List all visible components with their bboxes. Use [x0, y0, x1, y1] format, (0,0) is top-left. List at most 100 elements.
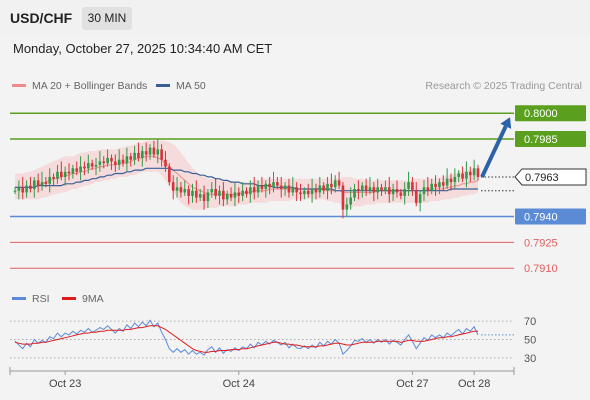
- candle-body: [56, 171, 59, 179]
- candle-body: [79, 166, 82, 172]
- candle-body: [279, 185, 283, 189]
- candle-body: [465, 171, 468, 179]
- candle-body: [330, 183, 333, 188]
- x-tick-label: Oct 24: [223, 378, 255, 390]
- candle-body: [326, 183, 329, 191]
- candle-body: [353, 189, 356, 198]
- level-label: 0.7925: [524, 237, 558, 249]
- candle-body: [426, 187, 430, 191]
- candle-body: [434, 183, 437, 188]
- rsi-ma-swatch: [62, 296, 76, 300]
- legend-rsi-ma: 9MA: [62, 293, 104, 305]
- candle-body: [44, 182, 48, 184]
- candle-body: [395, 189, 399, 193]
- rsi-tick-label: 70: [524, 316, 536, 328]
- candle-body: [195, 190, 198, 198]
- candle-body: [249, 187, 252, 195]
- candle-body: [187, 189, 190, 196]
- candle-body: [337, 180, 341, 186]
- candle-body: [129, 156, 133, 160]
- legend-ma20: MA 20 + Bollinger Bands: [12, 80, 147, 92]
- candle-body: [98, 161, 102, 165]
- x-axis: Oct 23 Oct 24 Oct 27 Oct 28: [9, 367, 515, 390]
- annotation-layer: 0.7963: [480, 117, 587, 192]
- candle-body: [360, 185, 364, 191]
- x-tick-label: Oct 27: [396, 378, 428, 390]
- legend-rsi: RSI: [12, 293, 50, 305]
- candle-body: [333, 180, 337, 188]
- candle-body: [318, 185, 322, 193]
- candle-body: [376, 187, 379, 193]
- rsi-legend-label: RSI: [32, 293, 50, 305]
- candle-body: [106, 158, 109, 164]
- candle-body: [222, 190, 225, 200]
- candle-body: [268, 183, 271, 188]
- candle-body: [422, 187, 426, 195]
- candle-body: [17, 187, 21, 191]
- ma20-legend-label: MA 20 + Bollinger Bands: [32, 80, 148, 92]
- candle-body: [418, 194, 422, 203]
- candle-body: [32, 180, 36, 189]
- candle-body: [233, 192, 237, 198]
- candle-body: [175, 187, 179, 191]
- candle-body: [90, 163, 94, 167]
- candle-body: [322, 185, 325, 191]
- candle-body: [29, 185, 32, 189]
- candle-body: [368, 187, 372, 191]
- candle-body: [133, 152, 136, 160]
- candle-body: [117, 159, 121, 165]
- candle-body: [137, 152, 140, 158]
- candle-body: [94, 164, 98, 167]
- candle-body: [287, 185, 291, 193]
- candle-body: [48, 176, 52, 184]
- level-label: 0.8000: [524, 108, 558, 120]
- current-price-label: 0.7963: [525, 172, 559, 184]
- legend-ma50: MA 50: [156, 80, 206, 92]
- candle-body: [67, 171, 71, 174]
- candle-body: [87, 163, 90, 169]
- candle-body: [125, 156, 129, 164]
- candle-body: [218, 190, 221, 196]
- candle-body: [114, 161, 117, 165]
- level-label: 0.7910: [524, 263, 558, 275]
- level-badge: [515, 131, 586, 148]
- target-arrow-head: [500, 117, 512, 129]
- ma50-legend-label: MA 50: [176, 80, 206, 92]
- candle-body: [357, 189, 360, 191]
- candle-body: [414, 190, 418, 203]
- candle-body: [384, 187, 387, 191]
- candle-body: [156, 149, 160, 155]
- timestamp: Monday, October 27, 2025 10:34:40 AM CET: [13, 41, 273, 56]
- chart-header: USD/CHF 30 MIN: [0, 0, 590, 36]
- candle-body: [71, 168, 75, 174]
- level-label: 0.7985: [524, 134, 558, 146]
- x-tick-label: Oct 28: [458, 378, 490, 390]
- candle-body: [472, 168, 476, 176]
- current-price-badge: [514, 168, 587, 186]
- level-lines-layer: 0.8000 0.7985 0.7940 0.7925 0.7910: [10, 105, 586, 275]
- candle-body: [441, 182, 445, 186]
- symbol-label: USD/CHF: [10, 10, 73, 26]
- candle-body: [121, 159, 125, 164]
- candle-body: [276, 182, 279, 186]
- candle-body: [225, 194, 229, 200]
- candle-body: [403, 189, 406, 196]
- candle-body: [461, 173, 464, 179]
- candles-layer: [13, 139, 480, 219]
- candle-body: [349, 197, 352, 205]
- candle-body: [183, 189, 187, 193]
- ma20-swatch: [12, 83, 26, 87]
- candle-body: [229, 194, 233, 198]
- candle-body: [179, 187, 183, 193]
- candle-body: [141, 151, 144, 158]
- candle-body: [110, 158, 113, 162]
- candle-body: [171, 182, 175, 191]
- candle-body: [164, 159, 167, 167]
- candle-body: [453, 176, 457, 183]
- candle-body: [468, 171, 472, 176]
- candle-body: [295, 187, 298, 193]
- interval-selector[interactable]: 30 MIN: [82, 7, 132, 30]
- candle-body: [252, 187, 256, 193]
- level-label: 0.7940: [524, 212, 558, 224]
